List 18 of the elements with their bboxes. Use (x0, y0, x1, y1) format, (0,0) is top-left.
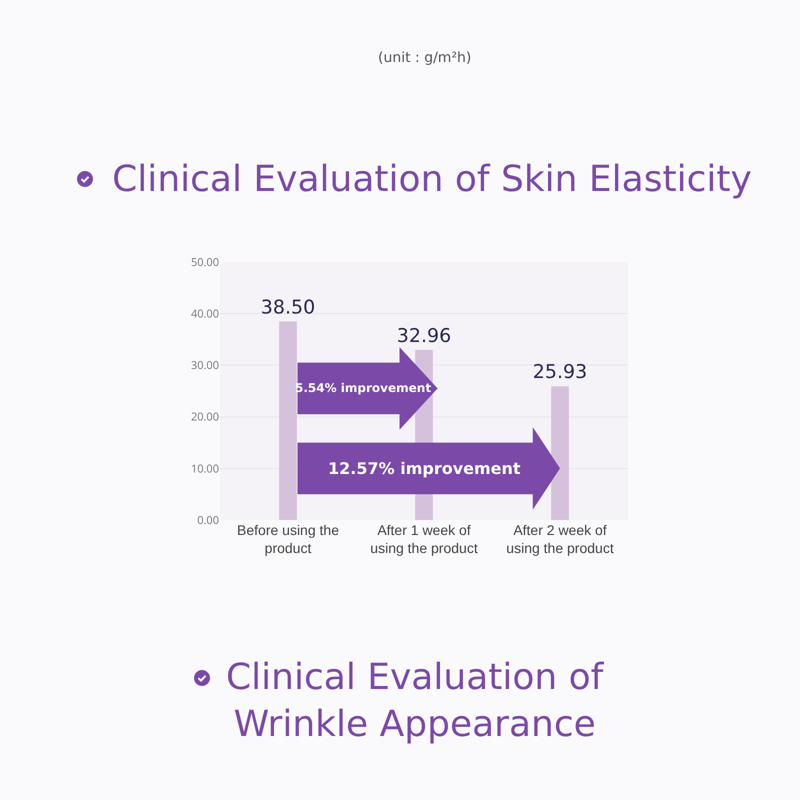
y-tick-label: 30.00 (190, 358, 219, 374)
data-label: 32.96 (396, 324, 452, 347)
data-label: 38.50 (260, 296, 316, 318)
text: Clinical Evaluation of Wrinkle Appearance (226, 657, 605, 745)
x-tick-label: After 1 week of using the product (370, 522, 478, 556)
bar (551, 386, 569, 520)
x-tick-label: Before using the product (237, 522, 340, 556)
text: (unit : g/m²h) (378, 50, 472, 66)
chart-title: Clinical Evaluation of Skin Elasticity (112, 159, 752, 200)
data-label: 25.93 (532, 361, 588, 384)
y-tick-label: 10.00 (190, 461, 219, 476)
y-tick-label: 40.00 (190, 306, 219, 322)
x-tick-label: After 2 week of using the product (506, 522, 614, 556)
y-tick-label: 20.00 (190, 410, 219, 425)
annotation: 12.57% improvement (328, 459, 521, 478)
y-tick-label: 50.00 (190, 254, 219, 270)
bar (279, 321, 297, 520)
y-tick-label: 0.00 (197, 512, 219, 528)
